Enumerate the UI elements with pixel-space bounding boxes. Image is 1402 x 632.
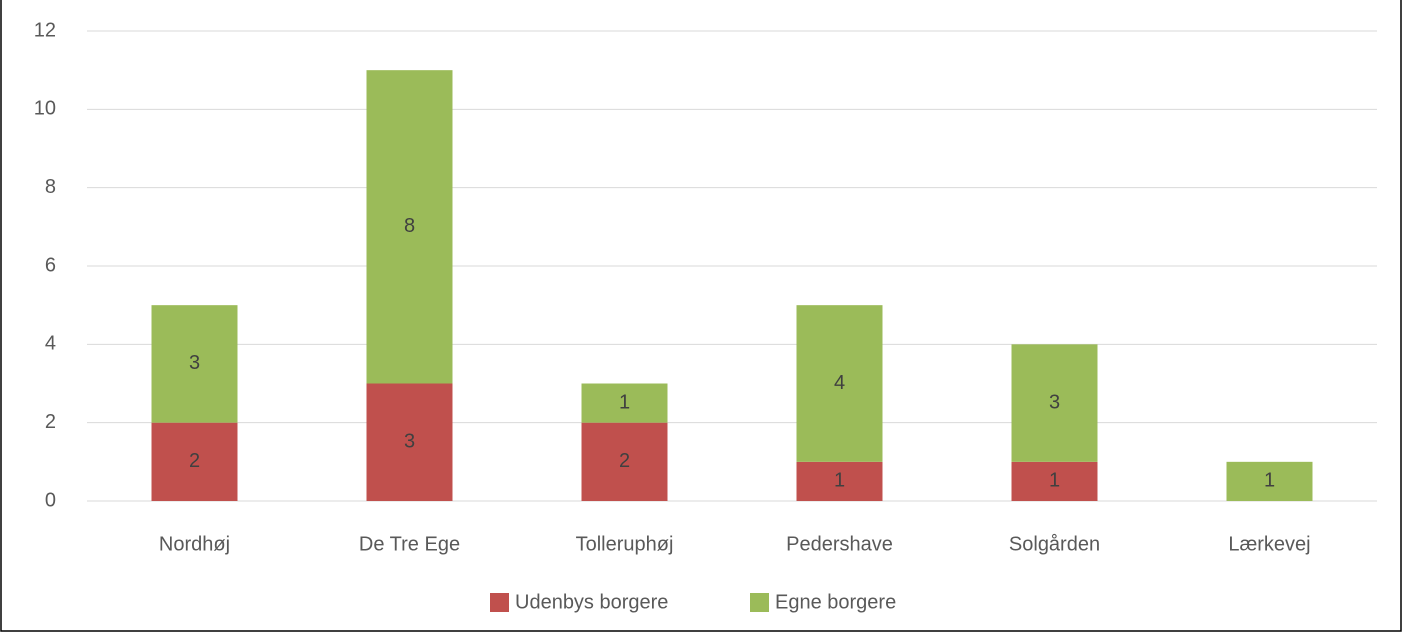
y-tick-label: 10 (34, 98, 56, 120)
legend-label: Udenbys borgere (515, 591, 668, 613)
data-label: 3 (404, 431, 415, 453)
data-label: 1 (1049, 470, 1060, 492)
bar-segment (581, 383, 668, 423)
legend-label: Egne borgere (775, 591, 896, 613)
y-tick-label: 0 (45, 489, 56, 511)
legend-swatch (490, 593, 509, 612)
y-tick-label: 12 (34, 19, 56, 41)
data-label: 3 (189, 352, 200, 374)
x-tick-label: Nordhøj (159, 533, 230, 555)
data-label: 1 (1264, 470, 1275, 492)
data-label: 3 (1049, 391, 1060, 413)
bar-segment (366, 70, 453, 384)
bar-segment (151, 305, 238, 423)
data-label: 2 (189, 450, 200, 472)
x-tick-label: Solgården (1009, 533, 1100, 555)
bar-segment (1226, 461, 1313, 501)
y-tick-label: 4 (45, 333, 56, 355)
bar-segment (366, 383, 453, 501)
data-label: 1 (619, 391, 630, 413)
data-label: 4 (834, 372, 845, 394)
bar-segment (1011, 344, 1098, 462)
y-tick-label: 8 (45, 176, 56, 198)
y-tick-label: 6 (45, 254, 56, 276)
bar-segment (1011, 461, 1098, 501)
data-label: 2 (619, 450, 630, 472)
bar-segment (796, 305, 883, 462)
y-tick-label: 2 (45, 411, 56, 433)
data-label: 8 (404, 215, 415, 237)
bar-segment (796, 461, 883, 501)
legend-swatch (750, 593, 769, 612)
bar-segment (151, 422, 238, 501)
x-tick-label: Lærkevej (1228, 533, 1310, 555)
x-tick-label: Tolleruphøj (576, 533, 674, 555)
data-label: 1 (834, 470, 845, 492)
x-tick-label: Pedershave (786, 533, 893, 555)
x-tick-label: De Tre Ege (359, 533, 460, 555)
bar-segment (581, 422, 668, 501)
